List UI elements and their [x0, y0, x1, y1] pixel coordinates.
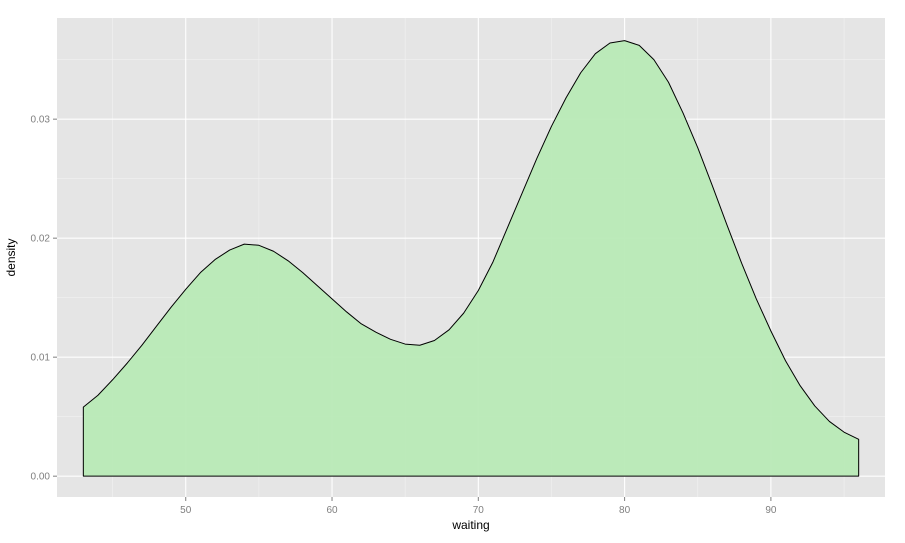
x-tick-label: 80 — [619, 505, 631, 516]
x-tick-label: 90 — [765, 505, 777, 516]
x-tick-label: 50 — [180, 505, 192, 516]
y-axis-title: density — [4, 238, 18, 276]
y-tick-label: 0.00 — [31, 472, 51, 483]
x-tick-label: 60 — [326, 505, 338, 516]
y-tick-label: 0.01 — [31, 353, 51, 364]
y-axis-ticks: 0.00 0.01 0.02 0.03 — [31, 115, 57, 483]
y-tick-label: 0.03 — [31, 115, 51, 126]
y-tick-label: 0.02 — [31, 234, 51, 245]
density-area — [82, 40, 860, 477]
x-axis-title: waiting — [451, 518, 489, 532]
x-axis-ticks: 50 60 70 80 90 — [180, 497, 777, 516]
x-tick-label: 70 — [473, 505, 485, 516]
